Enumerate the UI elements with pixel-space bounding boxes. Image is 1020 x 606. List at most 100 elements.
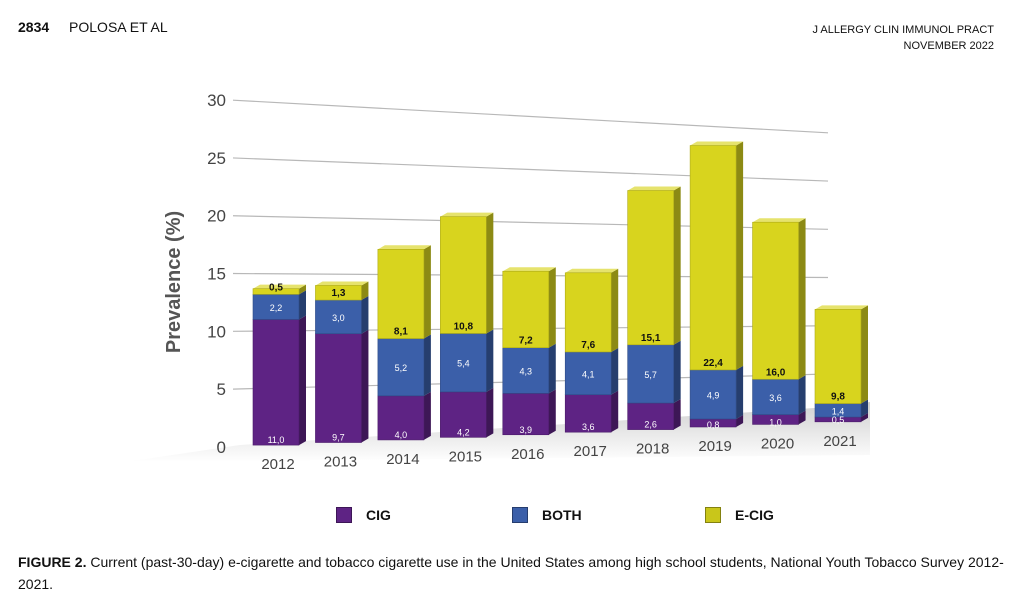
bars: 11,0 2,2 0,5 9,7 3,0 1,3 4,0 5,2 8,1 4,2 5,4 10,8 3,… [252, 141, 868, 446]
bar-segment-ecig [627, 190, 674, 346]
x-tick-label: 2014 [386, 451, 419, 468]
bar-segment-cig-side [798, 410, 806, 425]
bar-segment-ecig-side [548, 267, 556, 348]
bar-segment-both-side [673, 340, 681, 404]
legend-swatch-both [512, 507, 528, 523]
bar-segment-ecig [502, 270, 550, 348]
bar-segment-cig-side [486, 387, 494, 438]
bar-segment-cig [564, 394, 612, 433]
legend-label-cig: CIG [366, 507, 391, 523]
bar-segment-ecig [752, 221, 799, 380]
chart-floor [125, 402, 870, 462]
figure-caption: FIGURE 2. Current (past-30-day) e-cigare… [18, 551, 1008, 595]
data-label-cig: 4,0 [395, 430, 408, 440]
bar-segment-ecig-side [611, 268, 619, 352]
bar-segment-ecig-side [299, 284, 306, 295]
y-axis-ticks: 0 5 10 15 20 25 30 [207, 91, 226, 457]
x-tick-label: 2012 [261, 456, 294, 473]
bar-segment-both [564, 351, 612, 395]
data-label-cig: 9,7 [332, 433, 345, 443]
legend-label-both: BOTH [542, 507, 582, 523]
data-label-ecig: 9,8 [831, 392, 845, 403]
data-label-cig: 3,9 [520, 425, 533, 435]
caption-text: Current (past-30-day) e-cigarette and to… [18, 554, 1004, 592]
bar-segment-both [440, 333, 487, 393]
data-label-ecig: 0,5 [269, 282, 283, 293]
bar-segment-ecig [564, 272, 612, 353]
bar-segment-both [627, 344, 674, 404]
bar-segment-cig-side [548, 389, 556, 435]
bar-segment-ecig-side [361, 281, 369, 301]
bar-top-cap [253, 284, 306, 289]
data-label-both: 4,9 [707, 390, 720, 400]
legend-swatch-cig [336, 507, 352, 523]
bar-top-cap [752, 218, 806, 223]
bar-segment-cig [440, 391, 487, 438]
x-tick-label: 2016 [511, 446, 544, 463]
bar-segment-both-side [861, 399, 868, 418]
bar-segment-ecig-side [486, 212, 494, 334]
bar-segment-both-side [423, 334, 431, 396]
data-label-ecig: 22,4 [703, 358, 723, 369]
legend-item-both: BOTH [512, 507, 582, 523]
y-axis-label: Prevalence (%) [163, 211, 185, 353]
running-header-right: J ALLERGY CLIN IMMUNOL PRACT NOVEMBER 20… [812, 22, 994, 54]
data-label-ecig: 16,0 [766, 367, 786, 378]
bar-segment-both [315, 299, 362, 334]
y-tick-label: 30 [207, 91, 226, 110]
data-label-ecig: 15,1 [641, 333, 661, 344]
bar-segment-ecig [689, 145, 737, 371]
bar-segment-both [377, 338, 425, 397]
bar-segment-ecig-side [423, 245, 431, 339]
legend-item-cig: CIG [336, 507, 391, 523]
x-tick-label: 2013 [324, 454, 357, 471]
y-tick-label: 0 [217, 438, 226, 457]
bar-segment-ecig-side [861, 305, 868, 404]
bar-segment-ecig [440, 216, 487, 334]
y-tick-label: 15 [207, 265, 226, 284]
bar-top-cap [315, 281, 369, 286]
data-label-both: 2,2 [270, 303, 283, 313]
data-label-both: 5,7 [644, 370, 657, 380]
bar-top-cap [565, 268, 619, 273]
bar-segment-ecig-side [736, 141, 744, 370]
bar-segment-cig-side [736, 414, 744, 427]
bar-top-cap [690, 141, 744, 146]
data-label-ecig: 8,1 [394, 327, 408, 338]
x-tick-label: 2020 [761, 435, 794, 452]
journal-name: J ALLERGY CLIN IMMUNOL PRACT [812, 24, 994, 36]
bar-segment-ecig-side [673, 186, 681, 345]
bar-top-cap [377, 245, 431, 250]
data-label-cig: 2,6 [644, 420, 657, 430]
data-label-both: 3,0 [332, 313, 345, 323]
page-number: 2834 [18, 19, 50, 35]
bar-segment-ecig [252, 288, 300, 295]
data-label-both: 5,4 [457, 359, 470, 369]
data-label-cig: 3,6 [582, 422, 595, 432]
data-label-cig: 0,8 [707, 420, 720, 430]
bar-segment-ecig [814, 309, 862, 404]
data-label-cig: 11,0 [268, 435, 285, 445]
data-label-ecig: 1,3 [331, 288, 345, 299]
bar-segment-both-side [548, 343, 556, 394]
bar-segment-cig-side [423, 391, 431, 440]
y-tick-label: 20 [207, 207, 226, 226]
bar-segment-both-side [798, 375, 806, 415]
data-label-both: 4,3 [520, 367, 533, 377]
bar-segment-both-side [299, 290, 306, 320]
data-label-cig: 1,0 [769, 417, 782, 427]
gridline [232, 99, 829, 134]
caption-label: FIGURE 2. [18, 554, 87, 570]
y-tick-label: 5 [217, 380, 226, 399]
running-header-left: 2834 POLOSA ET AL [18, 19, 168, 35]
bar-top-cap [440, 212, 494, 217]
bar-top-cap [627, 186, 681, 191]
data-label-both: 1,4 [832, 406, 845, 416]
data-label-ecig: 10,8 [454, 321, 474, 332]
bar-segment-cig [315, 333, 362, 443]
bar-segment-cig-side [299, 315, 306, 446]
x-tick-label: 2018 [636, 441, 669, 458]
bar-segment-cig-side [673, 399, 681, 430]
bar-segment-cig-side [361, 329, 369, 443]
legend-item-ecig: E-CIG [705, 507, 774, 523]
